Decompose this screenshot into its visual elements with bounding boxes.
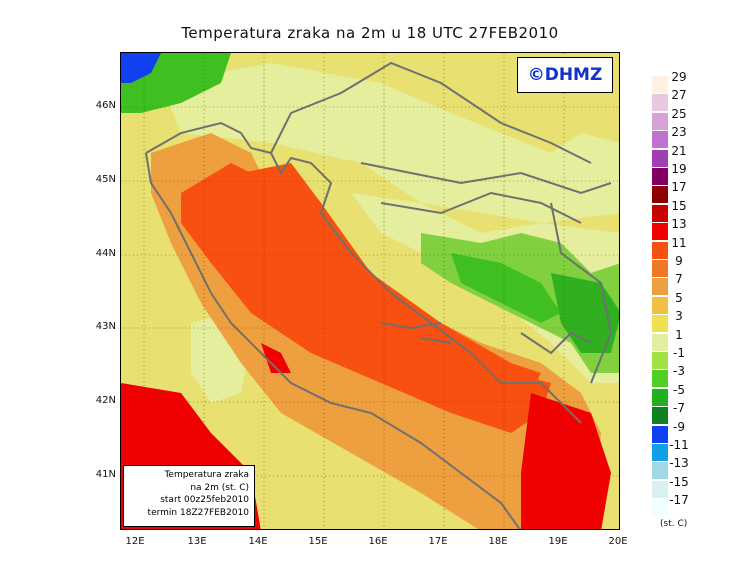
lat-label-42n: 42N <box>95 395 116 406</box>
info-line-3: start 00z25feb2010 <box>160 495 249 505</box>
legend-label: 7 <box>675 272 683 287</box>
legend-label: 17 <box>671 180 687 195</box>
legend-label: 11 <box>671 235 687 250</box>
legend-label: 19 <box>671 162 687 176</box>
lon-label-15e: 15E <box>308 536 328 547</box>
legend-label: 29 <box>671 70 687 84</box>
legend-label: 25 <box>671 106 687 121</box>
info-line-2: na 2m (st. C) <box>190 482 249 493</box>
lon-label-20e: 20E <box>608 536 628 547</box>
legend-label: -3 <box>673 364 685 379</box>
legend-swatch <box>652 480 668 498</box>
legend-swatch <box>652 260 668 277</box>
legend-label: -13 <box>669 456 689 471</box>
legend-swatch <box>652 149 668 167</box>
legend-swatch <box>652 296 668 314</box>
info-line-4: termin 18Z27FEB2010 <box>147 507 249 518</box>
lat-label-44n: 44N <box>95 248 116 259</box>
lon-label-17e: 17E <box>428 536 448 547</box>
legend-swatch <box>652 425 668 443</box>
legend-swatch <box>652 315 668 333</box>
legend-swatch <box>652 462 668 480</box>
lon-label-14e: 14E <box>248 536 268 547</box>
legend-label: -9 <box>673 419 685 434</box>
legend-swatch <box>652 444 668 461</box>
legend-swatch <box>652 352 668 369</box>
lat-label-46n: 46N <box>95 100 116 111</box>
legend-label: 27 <box>671 88 687 103</box>
legend-label: 21 <box>671 143 687 158</box>
legend-swatch <box>652 204 668 222</box>
legend-swatch <box>652 131 668 149</box>
legend-swatch <box>652 407 668 425</box>
legend-swatch <box>652 186 668 204</box>
legend-label: 3 <box>675 309 683 324</box>
legend-label: 1 <box>675 327 683 342</box>
lon-label-19e: 19E <box>548 536 568 547</box>
legend-swatch <box>652 94 668 112</box>
legend-swatch <box>652 241 668 259</box>
legend-swatch <box>652 499 668 517</box>
legend-label: 13 <box>671 217 687 232</box>
legend-swatch <box>652 168 668 185</box>
info-line-1: Temperatura zraka <box>164 470 249 480</box>
temperature-map: ©DHMZ Temperatura zraka na 2m (st. C) st… <box>120 52 620 530</box>
lon-label-16e: 16E <box>368 536 388 547</box>
legend-label: -7 <box>673 401 685 416</box>
lon-label-18e: 18E <box>488 536 508 547</box>
info-box: Temperatura zraka na 2m (st. C) start 00… <box>123 465 255 527</box>
legend-label: 15 <box>671 198 687 213</box>
legend-swatch <box>652 76 668 93</box>
legend-label: 23 <box>671 125 687 140</box>
legend-swatch <box>652 370 668 388</box>
legend-swatch <box>652 388 668 406</box>
legend-swatch <box>652 223 668 241</box>
dhmz-logo: ©DHMZ <box>517 57 613 93</box>
temperature-field <box>121 53 619 529</box>
lat-label-45n: 45N <box>95 174 116 185</box>
lat-label-41n: 41N <box>95 469 116 480</box>
legend-label: 5 <box>675 290 683 305</box>
legend-label: -17 <box>669 493 689 508</box>
legend-label: -5 <box>673 382 685 397</box>
lon-label-12e: 12E <box>125 536 145 547</box>
legend-swatch <box>652 278 668 296</box>
legend-label: 9 <box>675 254 683 268</box>
lon-label-13e: 13E <box>187 536 207 547</box>
legend-label: -1 <box>673 346 685 360</box>
legend-swatch <box>652 333 668 351</box>
legend-unit: (st. C) <box>660 519 688 529</box>
legend-label: -11 <box>669 438 689 452</box>
map-title: Temperatura zraka na 2m u 18 UTC 27FEB20… <box>181 24 559 42</box>
lat-label-43n: 43N <box>95 321 116 332</box>
legend-label: -15 <box>669 474 689 489</box>
legend-swatch <box>652 112 668 130</box>
